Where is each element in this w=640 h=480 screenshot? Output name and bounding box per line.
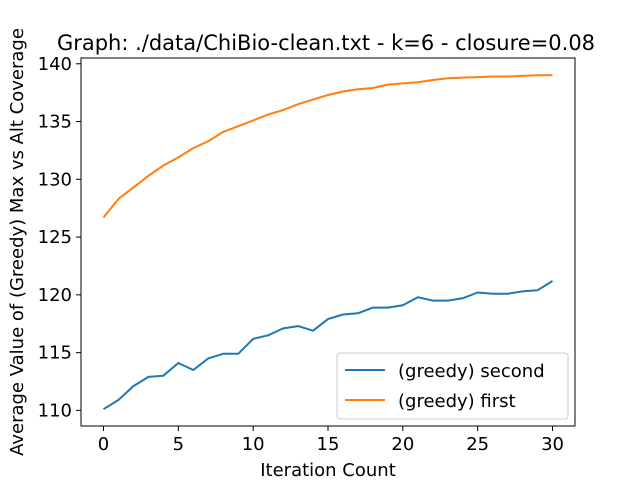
x-axis-label: Iteration Count: [260, 460, 396, 480]
y-tick-label: 140: [38, 54, 72, 75]
chart-title: Graph: ./data/ChiBio-clean.txt - k=6 - c…: [57, 31, 595, 55]
x-tick-label: 10: [242, 434, 265, 455]
y-tick-label: 110: [38, 400, 72, 421]
series-lines: [102, 74, 554, 411]
x-axis-ticks: 0 5 10 15 20 25 30: [98, 426, 564, 455]
y-tick-label: 130: [38, 169, 72, 190]
y-tick-label: 125: [38, 227, 72, 248]
y-axis-ticks: 110 115 120 125 130 135 140: [38, 54, 81, 421]
y-tick-label: 120: [38, 285, 72, 306]
plot-frame: [80, 57, 576, 427]
legend-label-first: (greedy) first: [398, 391, 516, 412]
legend-label-second: (greedy) second: [398, 361, 545, 382]
series-line-second: [102, 280, 554, 411]
x-tick-label: 20: [391, 434, 414, 455]
y-tick-label: 115: [38, 343, 72, 364]
x-tick-label: 0: [98, 434, 109, 455]
x-tick-label: 15: [317, 434, 340, 455]
x-tick-label: 5: [173, 434, 184, 455]
x-tick-label: 25: [466, 434, 489, 455]
x-tick-label: 30: [541, 434, 564, 455]
y-axis-label: Average Value of (Greedy) Max vs Alt Cov…: [7, 28, 28, 456]
legend: (greedy) second (greedy) first: [336, 352, 569, 420]
y-tick-label: 135: [38, 112, 72, 133]
series-line-first: [102, 74, 553, 219]
legend-box: [336, 352, 569, 420]
